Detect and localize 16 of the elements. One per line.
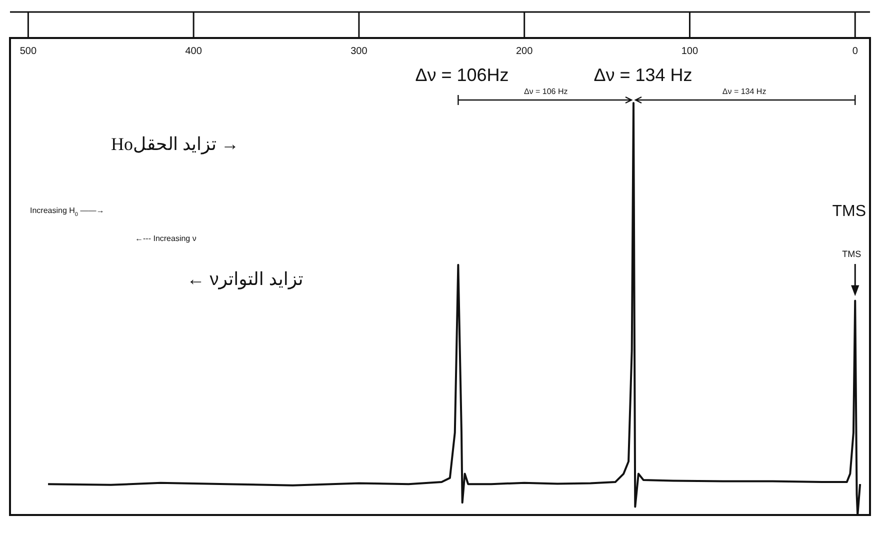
annotation: → تزايد الحقلHo — [111, 134, 239, 155]
annotation: تزايد التواترν ← — [186, 269, 304, 290]
x-tick-label: 400 — [185, 46, 202, 57]
text: Δν = 134 Hz — [722, 87, 766, 96]
annotation: TMS — [842, 249, 862, 259]
annotation: ←--- Increasing ν — [135, 234, 196, 243]
x-tick-label: 0 — [852, 46, 858, 57]
text: Δν = 134 Hz — [594, 65, 692, 85]
x-tick-label: 500 — [20, 46, 37, 57]
x-tick-label: 200 — [516, 46, 534, 57]
x-tick-label: 100 — [681, 46, 699, 57]
x-tick-label: 300 — [350, 46, 368, 57]
annotation: TMS — [832, 203, 866, 220]
text: Δν = 106 Hz — [524, 87, 568, 96]
text: Δν = 106Hz — [415, 65, 509, 85]
annotation: Increasing H$_{0}$ ——→ — [30, 206, 104, 218]
